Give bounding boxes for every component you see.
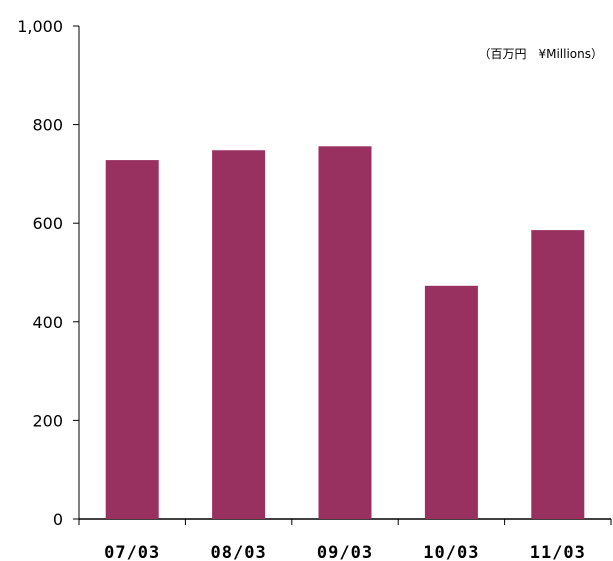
y-tick-label: 0: [53, 510, 63, 529]
y-tick-label: 400: [32, 313, 63, 332]
x-tick-label: 08/03: [211, 543, 267, 561]
bar-10-03: [424, 285, 478, 519]
x-axis: 07/03 08/03 09/03 10/03 11/03: [78, 518, 612, 561]
unit-label: （百万円 ¥Millions）: [478, 47, 603, 61]
y-tick-label: 200: [32, 411, 63, 430]
bar-11-03: [531, 230, 585, 520]
bar-07-03: [105, 160, 159, 519]
y-tick-label: 1,000: [17, 17, 63, 36]
x-tick-label: 10/03: [423, 543, 479, 561]
x-tick-label: 11/03: [530, 543, 586, 561]
y-axis: 0 200 400 600 800 1,000: [17, 17, 80, 529]
bar-08-03: [212, 150, 266, 519]
x-tick-label: 07/03: [104, 543, 160, 561]
y-tick-label: 600: [32, 214, 63, 233]
x-tick-label: 09/03: [317, 543, 373, 561]
bar-09-03: [318, 146, 372, 520]
bars: [105, 146, 585, 520]
y-tick-label: 800: [32, 116, 63, 135]
